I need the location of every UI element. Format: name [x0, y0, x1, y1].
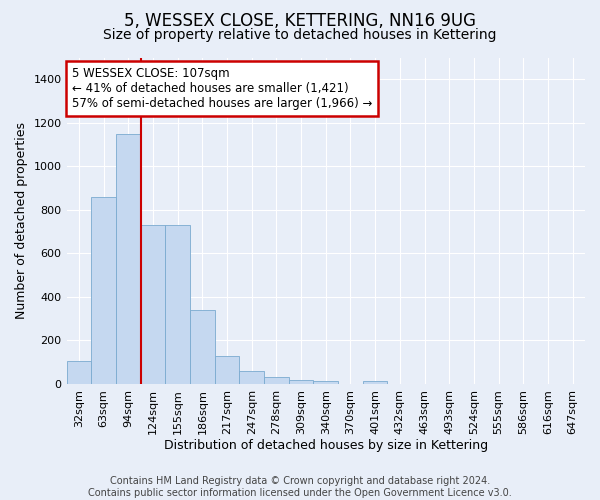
Bar	[91, 197, 116, 384]
Bar	[264, 378, 289, 384]
Text: 5, WESSEX CLOSE, KETTERING, NN16 9UG: 5, WESSEX CLOSE, KETTERING, NN16 9UG	[124, 12, 476, 30]
X-axis label: Distribution of detached houses by size in Kettering: Distribution of detached houses by size …	[164, 440, 488, 452]
Bar	[190, 310, 215, 384]
Bar	[289, 380, 313, 384]
Bar	[239, 371, 264, 384]
Y-axis label: Number of detached properties: Number of detached properties	[15, 122, 28, 319]
Bar	[313, 380, 338, 384]
Bar	[165, 225, 190, 384]
Bar	[363, 380, 388, 384]
Bar	[116, 134, 140, 384]
Bar	[140, 225, 165, 384]
Bar	[67, 361, 91, 384]
Bar	[215, 356, 239, 384]
Text: Contains HM Land Registry data © Crown copyright and database right 2024.
Contai: Contains HM Land Registry data © Crown c…	[88, 476, 512, 498]
Text: 5 WESSEX CLOSE: 107sqm
← 41% of detached houses are smaller (1,421)
57% of semi-: 5 WESSEX CLOSE: 107sqm ← 41% of detached…	[72, 68, 372, 110]
Text: Size of property relative to detached houses in Kettering: Size of property relative to detached ho…	[103, 28, 497, 42]
